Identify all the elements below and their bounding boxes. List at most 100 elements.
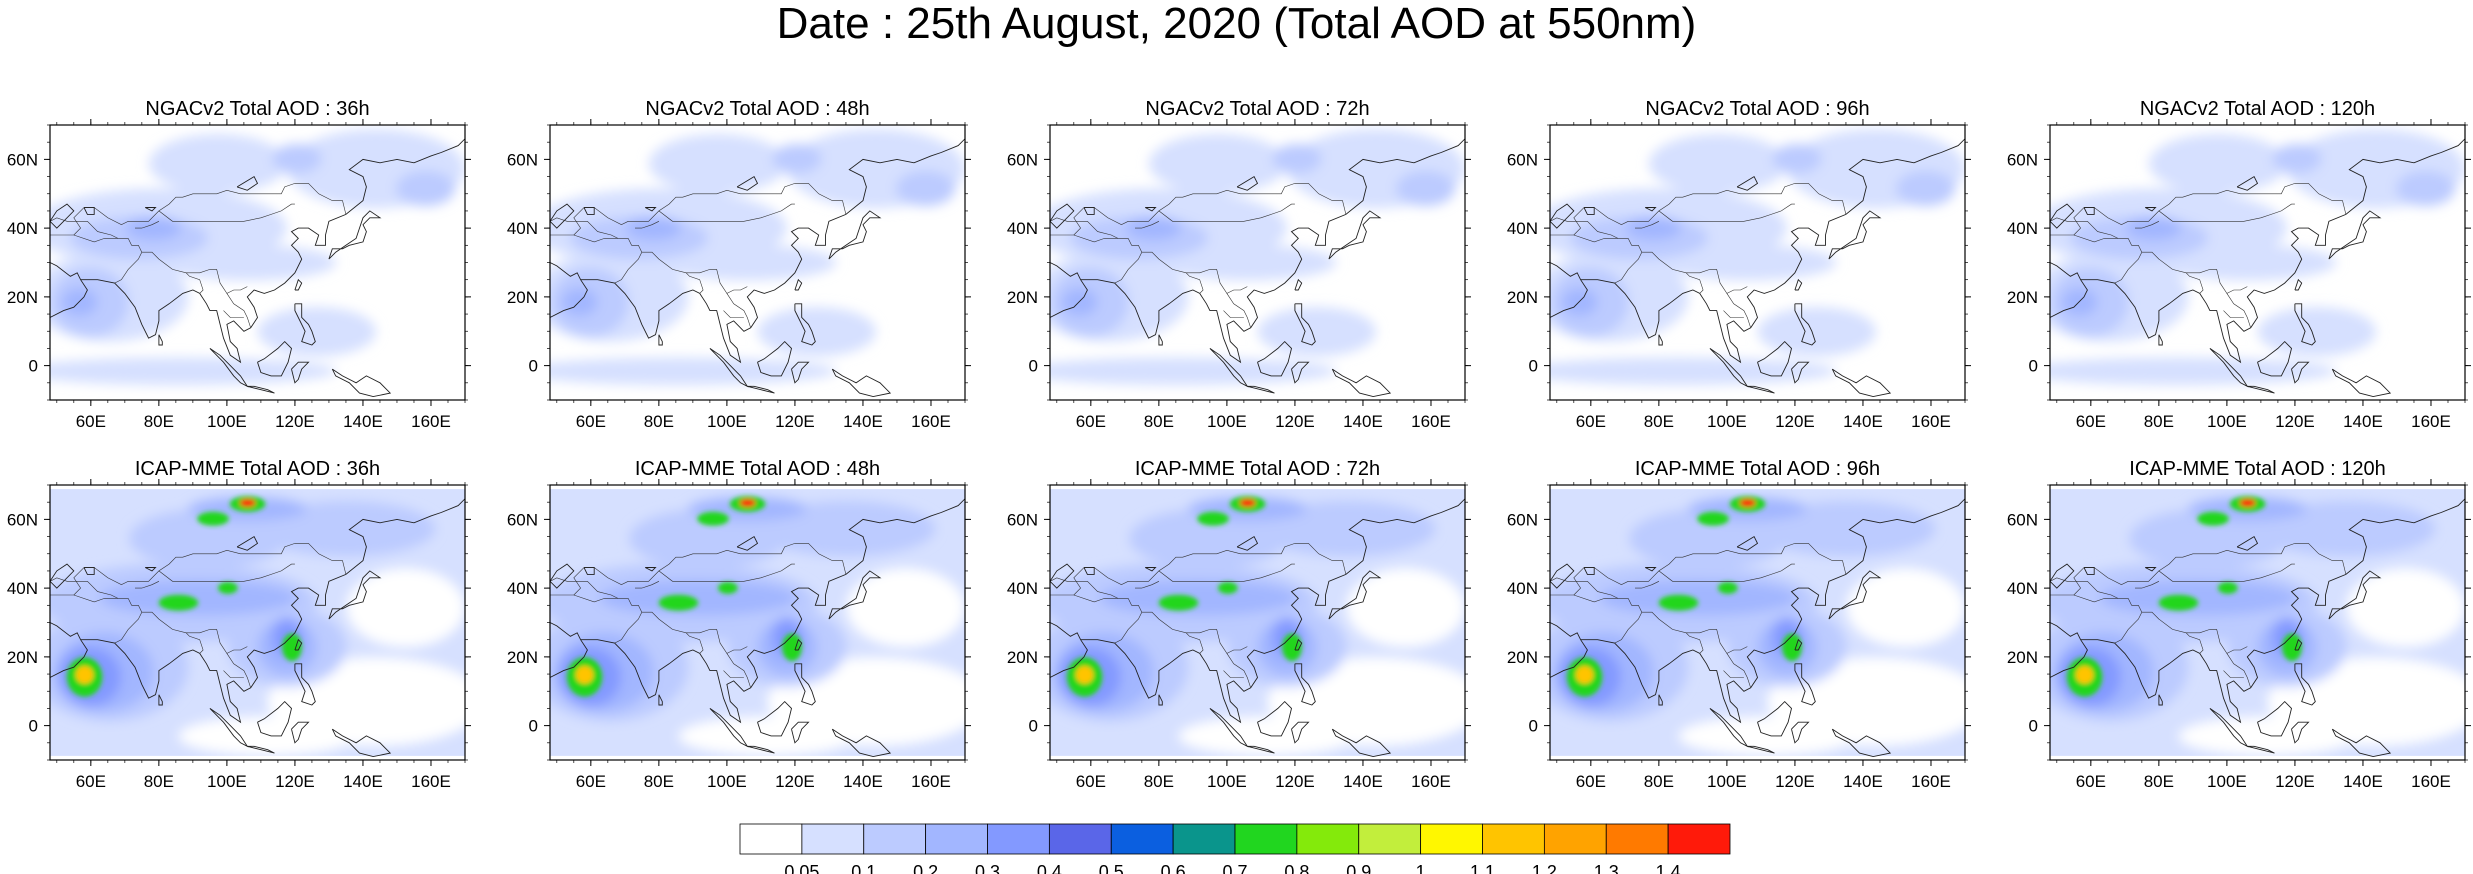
lat-tick-label: 60N bbox=[7, 510, 38, 529]
coastlines bbox=[50, 138, 465, 398]
lon-tick-label: 160E bbox=[911, 412, 951, 431]
colorbar-label: 0.7 bbox=[1222, 862, 1247, 874]
panel-title: ICAP-MME Total AOD : 48h bbox=[635, 458, 880, 480]
lat-tick-label: 20N bbox=[2007, 288, 2038, 307]
lon-tick-label: 120E bbox=[1775, 772, 1815, 791]
map-panel-icap-mme-1: ICAP-MME Total AOD : 36h 60N 40N 20N 0 60E 80E… bbox=[7, 458, 471, 791]
lon-tick-label: 60E bbox=[2076, 412, 2106, 431]
lon-tick-label: 80E bbox=[2144, 772, 2174, 791]
coastlines bbox=[550, 138, 965, 398]
lon-tick-label: 120E bbox=[775, 772, 815, 791]
lat-tick-label: 60N bbox=[7, 150, 38, 169]
country-borders bbox=[550, 183, 847, 328]
colorbar-swatch bbox=[1172, 823, 1236, 855]
lat-tick-label: 20N bbox=[7, 288, 38, 307]
lon-tick-label: 120E bbox=[275, 772, 315, 791]
lon-tick-label: 120E bbox=[1775, 412, 1815, 431]
lat-tick-label: 0 bbox=[29, 717, 38, 736]
lat-tick-label: 0 bbox=[2029, 357, 2038, 376]
panel-title: NGACv2 Total AOD : 120h bbox=[2140, 98, 2375, 120]
country-borders bbox=[1050, 183, 1347, 328]
lat-tick-label: 0 bbox=[1529, 717, 1538, 736]
colorbar-label: 0.2 bbox=[913, 862, 938, 874]
panel-title: NGACv2 Total AOD : 72h bbox=[1145, 98, 1369, 120]
lat-tick-label: 40N bbox=[507, 219, 538, 238]
lon-tick-label: 80E bbox=[1644, 412, 1674, 431]
country-borders bbox=[2050, 183, 2347, 328]
coastlines bbox=[50, 498, 465, 758]
lon-tick-label: 80E bbox=[1644, 772, 1674, 791]
colorbar-swatch bbox=[1296, 823, 1360, 855]
lon-tick-label: 160E bbox=[1411, 412, 1451, 431]
panel-title: ICAP-MME Total AOD : 120h bbox=[2129, 458, 2385, 480]
lat-tick-label: 20N bbox=[507, 648, 538, 667]
lon-tick-label: 140E bbox=[1843, 412, 1883, 431]
colorbar-swatch bbox=[1482, 823, 1545, 855]
lon-tick-label: 100E bbox=[207, 412, 247, 431]
lon-tick-label: 140E bbox=[843, 412, 883, 431]
panel-title: NGACv2 Total AOD : 48h bbox=[645, 98, 869, 120]
figure-title: Date : 25th August, 2020 (Total AOD at 5… bbox=[776, 0, 1697, 48]
lat-tick-label: 20N bbox=[507, 288, 538, 307]
lat-tick-label: 0 bbox=[29, 357, 38, 376]
colorbar-swatch bbox=[987, 823, 1050, 855]
lon-tick-label: 80E bbox=[144, 772, 174, 791]
lon-tick-label: 100E bbox=[1207, 412, 1247, 431]
country-borders bbox=[1550, 543, 1847, 688]
lon-tick-label: 140E bbox=[343, 772, 383, 791]
lon-tick-label: 140E bbox=[2343, 772, 2383, 791]
coastlines bbox=[550, 498, 965, 758]
lon-tick-label: 140E bbox=[1343, 772, 1383, 791]
map-panel-icap-mme-3: ICAP-MME Total AOD : 72h 60N 40N 20N 0 60E 80E… bbox=[1007, 458, 1471, 791]
colorbar-label: 0.3 bbox=[975, 862, 1000, 874]
lon-tick-label: 100E bbox=[707, 412, 747, 431]
coastlines bbox=[1050, 138, 1465, 398]
lon-tick-label: 60E bbox=[1076, 412, 1106, 431]
lon-tick-label: 100E bbox=[1207, 772, 1247, 791]
coastlines bbox=[1550, 138, 1965, 398]
lon-tick-label: 100E bbox=[207, 772, 247, 791]
map-panel-ngacv2-2: NGACv2 Total AOD : 48h 60N 40N 20N 0 60E 80E 10… bbox=[507, 98, 971, 431]
colorbar-label: 0.6 bbox=[1161, 862, 1186, 874]
colorbar-swatch bbox=[801, 823, 865, 855]
lon-tick-label: 160E bbox=[1411, 772, 1451, 791]
lon-tick-label: 60E bbox=[76, 412, 106, 431]
panel-title: ICAP-MME Total AOD : 96h bbox=[1635, 458, 1880, 480]
lon-tick-label: 100E bbox=[1707, 412, 1747, 431]
colorbar-swatch bbox=[1234, 823, 1298, 855]
lon-tick-label: 140E bbox=[2343, 412, 2383, 431]
lat-tick-label: 40N bbox=[7, 219, 38, 238]
lat-tick-label: 0 bbox=[2029, 717, 2038, 736]
colorbar-label: 0.9 bbox=[1346, 862, 1371, 874]
lat-tick-label: 0 bbox=[529, 717, 538, 736]
map-panel-ngacv2-3: NGACv2 Total AOD : 72h 60N 40N 20N 0 60E 80E 10… bbox=[1007, 98, 1471, 431]
country-borders bbox=[50, 183, 347, 328]
lat-tick-label: 40N bbox=[2007, 219, 2038, 238]
coastlines bbox=[1050, 498, 1465, 758]
lon-tick-label: 140E bbox=[843, 772, 883, 791]
panel-title: ICAP-MME Total AOD : 36h bbox=[135, 458, 380, 480]
coastlines bbox=[2050, 138, 2465, 398]
lon-tick-label: 60E bbox=[1576, 772, 1606, 791]
colorbar-swatch bbox=[863, 823, 927, 855]
lon-tick-label: 60E bbox=[76, 772, 106, 791]
colorbar-swatch bbox=[739, 823, 803, 855]
lon-tick-label: 160E bbox=[411, 412, 451, 431]
lat-tick-label: 40N bbox=[1007, 579, 1038, 598]
lat-tick-label: 60N bbox=[1007, 510, 1038, 529]
lat-tick-label: 40N bbox=[1007, 219, 1038, 238]
lon-tick-label: 120E bbox=[2275, 772, 2315, 791]
map-panel-ngacv2-1: NGACv2 Total AOD : 36h 60N 40N 20N 0 60E 80E 10… bbox=[7, 98, 471, 431]
colorbar-swatch bbox=[1358, 823, 1422, 855]
lat-tick-label: 0 bbox=[529, 357, 538, 376]
country-borders bbox=[550, 543, 847, 688]
colorbar-swatch bbox=[1110, 823, 1174, 855]
lon-tick-label: 140E bbox=[1843, 772, 1883, 791]
colorbar-label: 1 bbox=[1416, 862, 1426, 874]
country-borders bbox=[1050, 543, 1347, 688]
lat-tick-label: 60N bbox=[2007, 510, 2038, 529]
lon-tick-label: 160E bbox=[911, 772, 951, 791]
lon-tick-label: 160E bbox=[2411, 772, 2451, 791]
colorbar-swatch bbox=[1420, 823, 1483, 855]
lon-tick-label: 160E bbox=[411, 772, 451, 791]
